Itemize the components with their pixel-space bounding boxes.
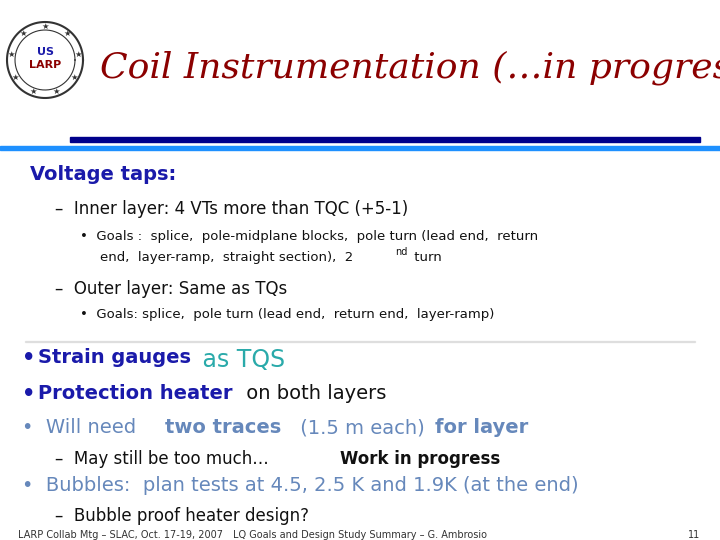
Text: ★: ★ xyxy=(63,30,71,38)
Text: LARP Collab Mtg – SLAC, Oct. 17-19, 2007: LARP Collab Mtg – SLAC, Oct. 17-19, 2007 xyxy=(18,530,223,540)
Bar xyxy=(70,137,700,142)
Text: nd: nd xyxy=(395,247,408,257)
Text: for layer: for layer xyxy=(435,418,528,437)
Text: –  May still be too much…: – May still be too much… xyxy=(55,450,279,468)
Text: •: • xyxy=(22,348,35,368)
Text: –  Inner layer: 4 VTs more than TQC (+5-1): – Inner layer: 4 VTs more than TQC (+5-1… xyxy=(55,200,408,218)
Text: end,  layer-ramp,  straight section),  2: end, layer-ramp, straight section), 2 xyxy=(100,251,354,264)
Text: Protection heater: Protection heater xyxy=(38,384,233,403)
Text: 11: 11 xyxy=(688,530,700,540)
Text: as TQS: as TQS xyxy=(195,348,285,372)
Text: US: US xyxy=(37,47,53,57)
Text: •  Will need: • Will need xyxy=(22,418,143,437)
Text: ★: ★ xyxy=(53,87,60,97)
Text: ★: ★ xyxy=(8,50,15,59)
Text: ★: ★ xyxy=(12,72,19,82)
Text: ★: ★ xyxy=(19,30,27,38)
Text: (1.5 m each): (1.5 m each) xyxy=(294,418,431,437)
Text: turn: turn xyxy=(410,251,442,264)
Text: Strain gauges: Strain gauges xyxy=(38,348,191,367)
Text: two traces: two traces xyxy=(165,418,282,437)
Text: Work in progress: Work in progress xyxy=(340,450,500,468)
Text: LARP: LARP xyxy=(29,60,61,70)
Text: –  Outer layer: Same as TQs: – Outer layer: Same as TQs xyxy=(55,280,287,298)
Text: •  Bubbles:  plan tests at 4.5, 2.5 K and 1.9K (at the end): • Bubbles: plan tests at 4.5, 2.5 K and … xyxy=(22,476,579,495)
Bar xyxy=(25,341,695,342)
Text: –  Bubble proof heater design?: – Bubble proof heater design? xyxy=(55,507,309,525)
Text: ★: ★ xyxy=(30,87,37,97)
Text: •  Goals :  splice,  pole-midplane blocks,  pole turn (lead end,  return: • Goals : splice, pole-midplane blocks, … xyxy=(80,230,538,243)
Text: Coil Instrumentation (…in progress): Coil Instrumentation (…in progress) xyxy=(100,51,720,85)
Text: on both layers: on both layers xyxy=(240,384,387,403)
Text: LQ Goals and Design Study Summary – G. Ambrosio: LQ Goals and Design Study Summary – G. A… xyxy=(233,530,487,540)
Text: ★: ★ xyxy=(75,50,82,59)
Text: •: • xyxy=(22,384,35,404)
Text: Voltage taps:: Voltage taps: xyxy=(30,165,176,184)
Bar xyxy=(0,146,720,150)
Text: ★: ★ xyxy=(41,22,49,30)
Text: •  Goals: splice,  pole turn (lead end,  return end,  layer-ramp): • Goals: splice, pole turn (lead end, re… xyxy=(80,308,495,321)
Text: ★: ★ xyxy=(71,72,78,82)
